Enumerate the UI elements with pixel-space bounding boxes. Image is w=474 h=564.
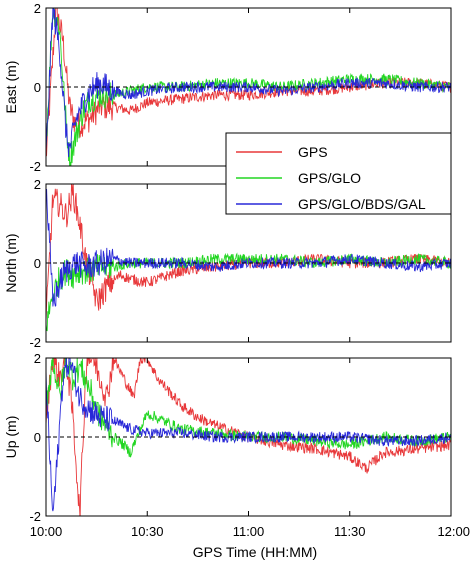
- y-tick-label: -2: [29, 159, 41, 174]
- series-line-gps-glo-bds-gal: [46, 189, 451, 307]
- legend-entry: GPS/GLO/BDS/GAL: [298, 196, 426, 212]
- y-axis-label: North (m): [3, 233, 19, 292]
- y-tick-label: 0: [34, 430, 41, 445]
- y-tick-label: 0: [34, 256, 41, 271]
- series-line-gps-glo-bds-gal: [46, 358, 451, 512]
- x-tick-label: 12:00: [437, 524, 470, 539]
- y-tick-label: -2: [29, 509, 41, 524]
- legend-entry: GPS: [298, 144, 328, 160]
- y-axis-label: East (m): [3, 61, 19, 114]
- legend-box: [225, 132, 452, 215]
- x-tick-label: 10:30: [131, 524, 164, 539]
- y-tick-label: 2: [34, 1, 41, 16]
- y-tick-label: -2: [29, 335, 41, 350]
- x-tick-label: 10:00: [30, 524, 63, 539]
- y-axis-label: Up (m): [3, 416, 19, 459]
- series-line-gps-glo-bds-gal: [46, 8, 451, 158]
- panel-2: 2 0 -2 Up (m): [3, 351, 452, 524]
- x-axis-label: GPS Time (HH:MM): [193, 544, 317, 560]
- y-tick-label: 2: [34, 177, 41, 192]
- x-tick-label: 11:00: [233, 524, 265, 539]
- legend-entry: GPS/GLO: [298, 170, 361, 186]
- y-tick-label: 2: [34, 351, 41, 366]
- y-tick-label: 0: [34, 80, 41, 95]
- x-tick-label: 11:30: [334, 524, 366, 539]
- legend: GPS GPS/GLO GPS/GLO/BDS/GAL: [225, 132, 452, 215]
